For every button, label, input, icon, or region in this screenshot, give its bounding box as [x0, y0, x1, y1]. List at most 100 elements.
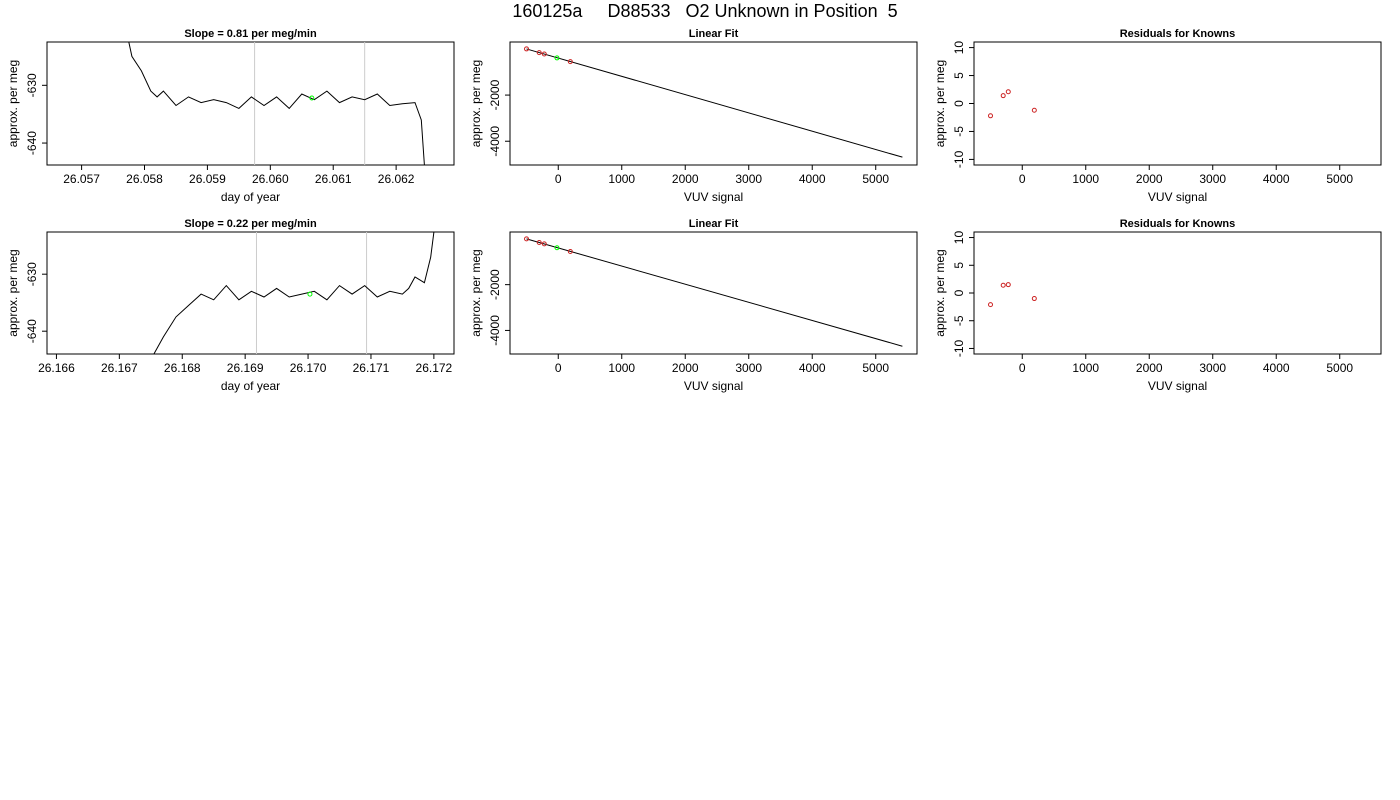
- known-point: [536, 50, 542, 56]
- plot-frame: [46, 41, 455, 166]
- unknown-point: [554, 245, 560, 251]
- x-tick-label: 0: [555, 361, 562, 375]
- x-tick-label: 26.062: [378, 172, 415, 186]
- y-tick-label: -10: [952, 150, 966, 168]
- x-tick-label: 26.169: [227, 361, 264, 375]
- x-tick-label: 5000: [1326, 361, 1353, 375]
- x-tick-label: 26.060: [252, 172, 289, 186]
- x-tick-label: 26.059: [189, 172, 226, 186]
- y-tick-label: -4000: [488, 126, 502, 157]
- panel-title: Residuals for Knowns: [1120, 218, 1236, 230]
- y-tick-label: -10: [952, 339, 966, 357]
- panel-1: Slope = 0.81 per meg/min 26.057 26.058 26.0…: [6, 28, 455, 204]
- unknown-point: [554, 55, 560, 61]
- x-axis-label: VUV signal: [684, 379, 743, 393]
- x-tick-label: 2000: [672, 172, 699, 186]
- mean-marker: [307, 291, 313, 297]
- known-point: [524, 46, 530, 52]
- y-axis-label: approx. per meg: [469, 60, 483, 147]
- known-point: [524, 236, 530, 242]
- known-point: [536, 240, 542, 246]
- y-axis-label: approx. per meg: [933, 249, 947, 336]
- y-tick-label: 5: [952, 262, 966, 269]
- x-tick-label: 0: [1019, 361, 1026, 375]
- known-point: [988, 302, 994, 308]
- plot-frame: [509, 41, 918, 166]
- x-axis-label: VUV signal: [1148, 379, 1207, 393]
- known-point: [1000, 93, 1006, 99]
- plot-area: [988, 89, 1037, 119]
- x-tick-label: 26.166: [38, 361, 75, 375]
- known-point: [988, 113, 994, 119]
- plot-area: [128, 42, 425, 165]
- panel-title: Linear Fit: [689, 28, 739, 40]
- x-tick-label: 26.167: [101, 361, 138, 375]
- y-tick-label: 10: [952, 41, 966, 55]
- known-point: [1031, 107, 1037, 113]
- y-axis-label: approx. per meg: [6, 249, 20, 336]
- x-tick-label: 2000: [1136, 172, 1163, 186]
- y-tick-label: -2000: [488, 269, 502, 300]
- fit-line: [526, 238, 903, 347]
- y-tick-label: -630: [25, 262, 39, 286]
- known-point: [541, 51, 547, 57]
- data-trace-line: [153, 232, 435, 354]
- y-tick-label: -630: [25, 73, 39, 97]
- x-tick-label: 26.168: [164, 361, 201, 375]
- y-axis-label: approx. per meg: [6, 60, 20, 147]
- x-tick-label: 4000: [799, 361, 826, 375]
- known-point: [1031, 296, 1037, 302]
- panel-2: Linear Fit 0 1000 2000 3000 4000 5000 -4000 -200…: [469, 28, 918, 204]
- y-tick-label: 5: [952, 72, 966, 79]
- known-point: [567, 248, 573, 254]
- x-tick-label: 5000: [862, 172, 889, 186]
- plot-area: [988, 282, 1037, 308]
- plot-area: [524, 236, 903, 347]
- y-tick-label: -640: [25, 131, 39, 155]
- x-tick-label: 26.058: [126, 172, 163, 186]
- y-tick-label: -640: [25, 319, 39, 343]
- x-tick-label: 1000: [608, 361, 635, 375]
- plot-frame: [46, 231, 455, 355]
- x-tick-label: 3000: [1199, 361, 1226, 375]
- x-tick-label: 4000: [1263, 172, 1290, 186]
- mean-marker: [309, 95, 315, 101]
- x-tick-label: 1000: [608, 172, 635, 186]
- x-tick-label: 3000: [735, 172, 762, 186]
- x-tick-label: 4000: [1263, 361, 1290, 375]
- x-tick-label: 1000: [1072, 361, 1099, 375]
- x-tick-label: 26.172: [416, 361, 453, 375]
- x-tick-label: 1000: [1072, 172, 1099, 186]
- x-tick-label: 5000: [1326, 172, 1353, 186]
- known-point: [1005, 282, 1011, 288]
- known-point: [1005, 89, 1011, 95]
- panel-4: Slope = 0.22 per meg/min 26.166 26.167 26.1…: [6, 218, 455, 393]
- panel-title: Linear Fit: [689, 218, 739, 230]
- x-tick-label: 4000: [799, 172, 826, 186]
- x-tick-label: 3000: [1199, 172, 1226, 186]
- x-tick-label: 0: [1019, 172, 1026, 186]
- y-axis-label: approx. per meg: [933, 60, 947, 147]
- panel-title: Residuals for Knowns: [1120, 28, 1236, 40]
- panel-3: Residuals for Knowns 0 1000 2000 3000 4000 500…: [933, 28, 1382, 204]
- x-axis-label: VUV signal: [684, 190, 743, 204]
- panel-5: Linear Fit 0 1000 2000 3000 4000 5000 -4000 -200…: [469, 218, 918, 393]
- y-tick-label: -2000: [488, 79, 502, 110]
- x-tick-label: 2000: [672, 361, 699, 375]
- x-tick-label: 26.057: [63, 172, 100, 186]
- x-tick-label: 0: [555, 172, 562, 186]
- x-axis-label: VUV signal: [1148, 190, 1207, 204]
- x-axis-label: day of year: [221, 379, 280, 393]
- panel-title: Slope = 0.22 per meg/min: [184, 218, 317, 230]
- y-tick-label: 0: [952, 289, 966, 296]
- x-tick-label: 2000: [1136, 361, 1163, 375]
- fit-line: [526, 48, 903, 158]
- x-axis-label: day of year: [221, 190, 280, 204]
- y-axis-label: approx. per meg: [469, 249, 483, 336]
- x-tick-label: 5000: [862, 361, 889, 375]
- y-tick-label: 10: [952, 231, 966, 245]
- known-point: [541, 241, 547, 247]
- known-point: [1000, 282, 1006, 288]
- y-tick-label: -5: [952, 315, 966, 326]
